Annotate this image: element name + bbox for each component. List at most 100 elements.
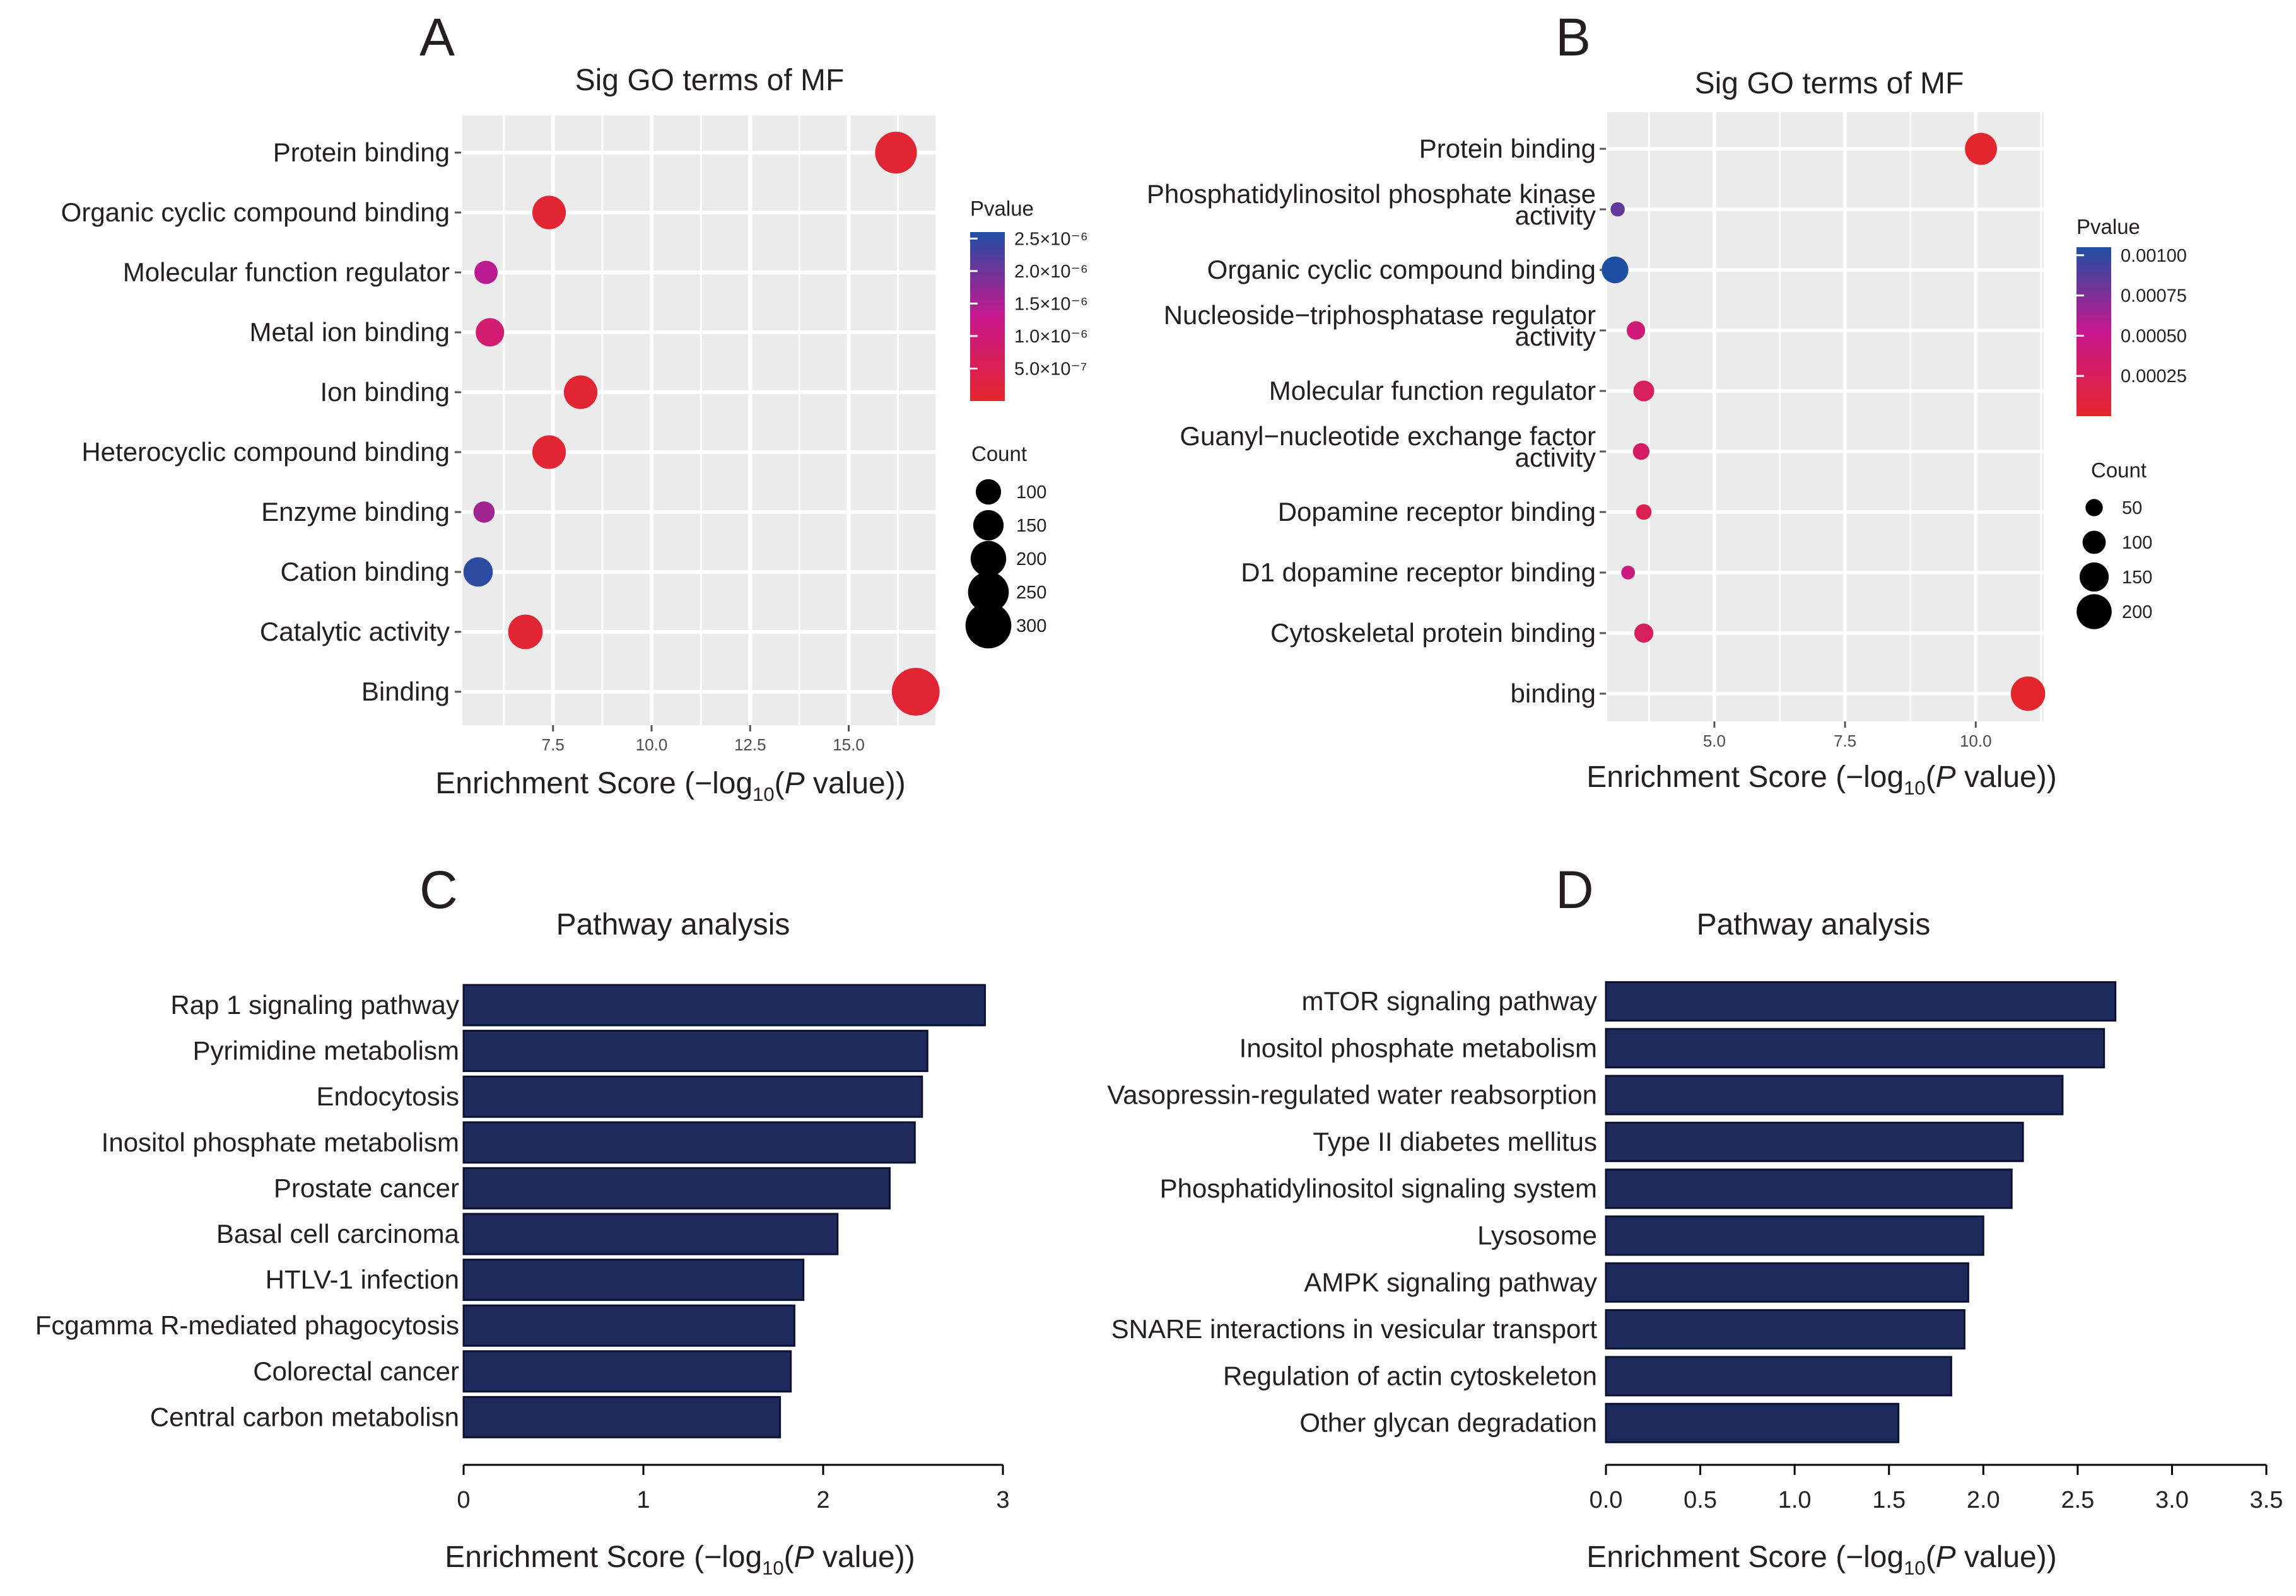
chart-c-title: Pathway analysis — [556, 908, 790, 941]
chart-c-bar — [462, 1030, 928, 1073]
chart-d-category-label: AMPK signaling pathway — [1304, 1267, 1597, 1297]
chart-d-category-label: SNARE interactions in vesicular transpor… — [1111, 1314, 1598, 1344]
chart-c-category-label: Colorectal cancer — [253, 1356, 459, 1386]
chart-b-point — [1965, 132, 1997, 165]
chart-c-x-tick-label: 0 — [457, 1487, 470, 1513]
chart-c-category-label: Fcgamma R-mediated phagocytosis — [35, 1310, 459, 1340]
chart-c-category-label: Prostate cancer — [274, 1173, 459, 1203]
legend-b-size-dot — [2082, 530, 2106, 554]
chart-a-x-tick-label: 7.5 — [542, 735, 565, 754]
chart-a-category-label: Heterocyclic compound binding — [81, 437, 450, 467]
chart-c-bar — [462, 1121, 916, 1164]
chart-b-point — [1632, 443, 1650, 460]
chart-a-category-label: Binding — [361, 677, 450, 706]
panel-label-c: C — [419, 860, 458, 919]
chart-b-category-label: Dopamine receptor binding — [1278, 497, 1596, 527]
chart-a-category-label: Organic cyclic compound binding — [61, 197, 450, 227]
chart-d-x-tick-label: 3.0 — [2155, 1487, 2189, 1513]
chart-d-category-label: Regulation of actin cytoskeleton — [1223, 1361, 1597, 1390]
chart-b-point — [1610, 202, 1625, 217]
legend-a-size-label: 150 — [1016, 516, 1046, 536]
chart-b-category-label: D1 dopamine receptor binding — [1241, 557, 1596, 587]
chart-b-category-label-cont: activity — [1515, 322, 1596, 351]
chart-a-point — [875, 131, 917, 174]
legend-a-size-label: 100 — [1016, 482, 1046, 503]
chart-c-bar — [462, 1259, 805, 1302]
chart-a-xlabel: Enrichment Score (−log10(P value)) — [435, 767, 905, 805]
chart-b-point — [1634, 623, 1654, 643]
legend-a-pvalue-title: Pvalue — [970, 197, 1034, 220]
chart-a-point — [891, 668, 940, 716]
legend-a-size-dot — [968, 571, 1009, 613]
legend-a-color-tick-label: 2.5×10⁻⁶ — [1014, 229, 1088, 249]
chart-d-title: Pathway analysis — [1697, 908, 1931, 941]
chart-b-category-label: Protein binding — [1419, 134, 1596, 163]
chart-d-category-label: Type II diabetes mellitus — [1313, 1127, 1597, 1156]
chart-c-category-label: Pyrimidine metabolism — [193, 1036, 459, 1066]
legend-a-color-tick-label: 1.5×10⁻⁶ — [1014, 294, 1088, 314]
legend-b-size-dot — [2076, 594, 2112, 629]
legend-a-count-title: Count — [971, 442, 1027, 465]
chart-d-bar — [1605, 1402, 1900, 1443]
panel-label-d: D — [1555, 860, 1594, 919]
chart-b-plot-area — [1607, 112, 2044, 721]
chart-c-x-tick-label: 3 — [996, 1487, 1009, 1513]
chart-a-x-tick-label: 10.0 — [636, 735, 668, 754]
legend-a-color-tick-label: 2.0×10⁻⁶ — [1014, 262, 1088, 282]
chart-d-bar — [1605, 1168, 2013, 1209]
legend-a-size-dot — [965, 602, 1012, 649]
legend-b-size-dot — [2079, 562, 2109, 592]
chart-c-category-label: Endocytosis — [317, 1081, 459, 1111]
legend-b-size-label: 50 — [2122, 498, 2142, 518]
legend-b-color-tick-label: 0.00025 — [2121, 366, 2187, 387]
chart-d-bar — [1605, 981, 2117, 1022]
legend-b-color-tick-label: 0.00075 — [2121, 286, 2187, 306]
legend-a-size-label: 250 — [1016, 583, 1046, 603]
chart-b-category-label-cont: activity — [1515, 201, 1596, 230]
legend-a-size-dot — [975, 479, 1002, 505]
chart-c-category-label: HTLV-1 infection — [266, 1265, 459, 1295]
chart-d-x-tick-label: 1.0 — [1778, 1487, 1812, 1513]
chart-d-category-label: Inositol phosphate metabolism — [1239, 1033, 1597, 1063]
chart-b-category-label: binding — [1511, 679, 1596, 708]
legend-b-color-tick-label: 0.00100 — [2121, 246, 2187, 266]
legend-b-count-title: Count — [2091, 458, 2147, 482]
chart-a-point — [508, 614, 543, 649]
chart-d-x-tick-label: 1.5 — [1872, 1487, 1906, 1513]
chart-a-category-label: Molecular function regulator — [123, 257, 450, 287]
chart-c-bar — [462, 984, 986, 1027]
chart-d-bar — [1605, 1121, 2024, 1162]
chart-c-category-label: Inositol phosphate metabolism — [102, 1127, 459, 1157]
chart-b-title: Sig GO terms of MF — [1695, 67, 1964, 100]
chart-a-point — [532, 195, 566, 230]
chart-a-x-tick-label: 15.0 — [833, 735, 865, 754]
chart-c-category-label: Basal cell carcinoma — [216, 1219, 460, 1249]
chart-a-title: Sig GO terms of MF — [575, 64, 845, 97]
chart-b-point — [2010, 676, 2046, 711]
chart-d-bar — [1605, 1215, 1984, 1256]
chart-a-category-label: Cation binding — [280, 557, 450, 586]
chart-a-point — [463, 557, 493, 587]
chart-a-category-label: Enzyme binding — [261, 497, 450, 527]
chart-b-point — [1626, 321, 1646, 340]
chart-a-category-label: Metal ion binding — [249, 317, 450, 347]
chart-c-bar — [462, 1075, 923, 1118]
chart-b-x-tick-label: 7.5 — [1834, 731, 1856, 750]
chart-b-category-label: Cytoskeletal protein binding — [1270, 618, 1596, 648]
chart-d-bar — [1605, 1262, 1969, 1303]
chart-c-bar — [462, 1167, 891, 1209]
legend-b-pvalue-title: Pvalue — [2076, 215, 2140, 238]
legend-a-size-label: 300 — [1016, 616, 1046, 636]
legend-b-size-label: 150 — [2122, 568, 2152, 588]
chart-c-bar — [462, 1304, 795, 1347]
chart-d-bar — [1605, 1075, 2064, 1115]
legend-a-size-dot — [970, 540, 1007, 577]
chart-a-category-label: Protein binding — [273, 137, 450, 167]
chart-d-x-tick-label: 3.5 — [2250, 1487, 2283, 1513]
chart-c-bar — [462, 1213, 839, 1255]
chart-b-category-label: Nucleoside−triphosphatase regulator — [1164, 300, 1596, 330]
chart-a-point — [473, 501, 495, 523]
chart-d-category-label: mTOR signaling pathway — [1302, 986, 1597, 1016]
